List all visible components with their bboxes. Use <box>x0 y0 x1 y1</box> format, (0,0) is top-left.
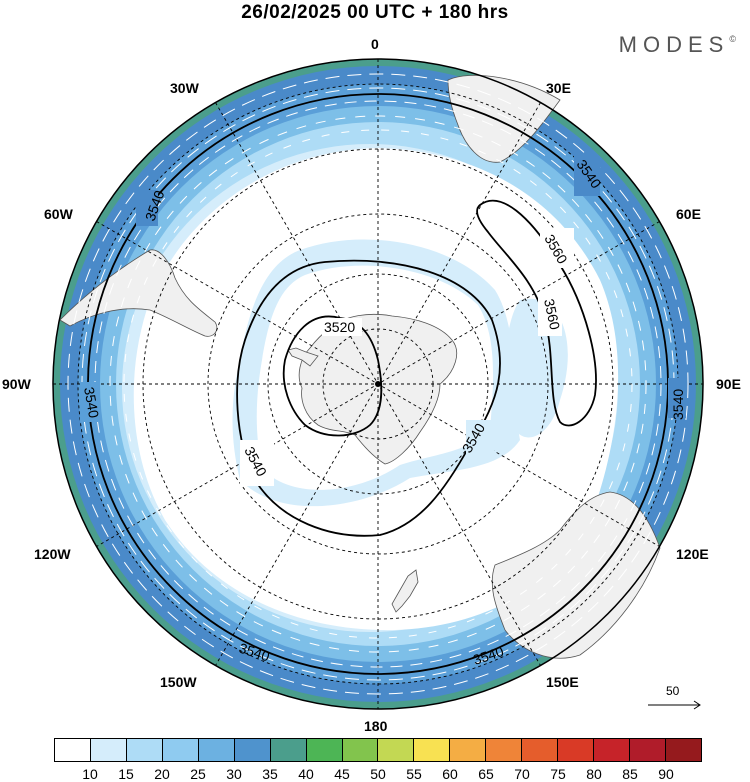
colorbar-tick-label: 70 <box>514 766 530 782</box>
colorbar-segment <box>270 739 307 761</box>
lon-label-150e: 150E <box>546 674 579 690</box>
colorbar-segment <box>306 739 343 761</box>
colorbar-segment <box>162 739 199 761</box>
south-pole-marker <box>375 381 381 387</box>
colorbar-segment <box>90 739 127 761</box>
lon-label-60e: 60E <box>676 206 701 222</box>
map-border <box>52 58 704 710</box>
new-zealand <box>391 569 419 613</box>
lon-label-0: 0 <box>371 36 379 52</box>
south-america <box>59 249 218 337</box>
colorbar-tick-label: 50 <box>370 766 386 782</box>
contour-label-3540-c: 3540 <box>81 386 102 420</box>
colorbar-segment <box>414 739 451 761</box>
colorbar-tick-label: 85 <box>622 766 638 782</box>
wind-reference-label: 50 <box>666 684 680 698</box>
lon-label-120e: 120E <box>676 546 709 562</box>
colorbar-tick-label: 10 <box>82 766 98 782</box>
colorbar-segment <box>486 739 523 761</box>
colorbar-segment <box>342 739 379 761</box>
colorbar-segment <box>378 739 415 761</box>
wind-reference-arrowhead <box>693 700 701 710</box>
australia <box>491 491 661 659</box>
map-title: 26/02/2025 00 UTC + 180 hrs <box>241 2 509 23</box>
lon-label-180: 180 <box>364 718 388 734</box>
contour-label-3520: 3520 <box>324 319 355 335</box>
colorbar-tick-label: 40 <box>298 766 314 782</box>
lon-label-60w: 60W <box>44 206 73 222</box>
colorbar-segment <box>630 739 666 761</box>
colorbar-tick-label: 80 <box>586 766 602 782</box>
lon-label-90w: 90W <box>2 376 31 392</box>
colorbar-segment <box>665 739 701 761</box>
contour-3520 <box>282 315 383 437</box>
colorbar-tick-label: 55 <box>406 766 422 782</box>
landmasses <box>59 75 661 659</box>
colorbar-tick-label: 65 <box>478 766 494 782</box>
colorbar-tick-label: 45 <box>334 766 350 782</box>
modes-logo: MODES© <box>618 32 736 57</box>
colorbar-ticks: 10 15 20 25 30 35 40 45 50 55 60 65 70 75 80 85 90 <box>54 766 702 782</box>
colorbar-tick-label: 25 <box>190 766 206 782</box>
contour-label-3540-d: 3540 <box>670 389 686 420</box>
colorbar-segment <box>558 739 595 761</box>
contour-labels: 3520 3540 3540 3540 3540 3540 3540 3540 … <box>80 156 686 668</box>
colorbar-segment <box>594 739 630 761</box>
colorbar-segment <box>450 739 487 761</box>
colorbar-segment <box>198 739 235 761</box>
colorbar-tick-label: 60 <box>442 766 458 782</box>
lon-label-150w: 150W <box>160 674 197 690</box>
colorbar <box>54 738 702 762</box>
colorbar-tick-label: 15 <box>118 766 134 782</box>
lon-label-90e: 90E <box>716 376 741 392</box>
colorbar-segment <box>234 739 271 761</box>
contour-label-3560-b: 3560 <box>541 297 563 331</box>
colorbar-segment <box>522 739 559 761</box>
colorbar-tick-label: 20 <box>154 766 170 782</box>
colorbar-tick-label: 75 <box>550 766 566 782</box>
antarctic-peninsula <box>287 347 319 367</box>
lon-label-120w: 120W <box>34 546 71 562</box>
colorbar-tick-label: 90 <box>658 766 674 782</box>
contour-3540-inner <box>236 259 501 537</box>
colorbar-tick-label: 30 <box>226 766 242 782</box>
colorbar-segment <box>126 739 163 761</box>
lon-label-30e: 30E <box>546 80 571 96</box>
colorbar-segment <box>55 739 91 761</box>
colorbar-tick-label: 35 <box>262 766 278 782</box>
lon-label-30w: 30W <box>170 80 199 96</box>
